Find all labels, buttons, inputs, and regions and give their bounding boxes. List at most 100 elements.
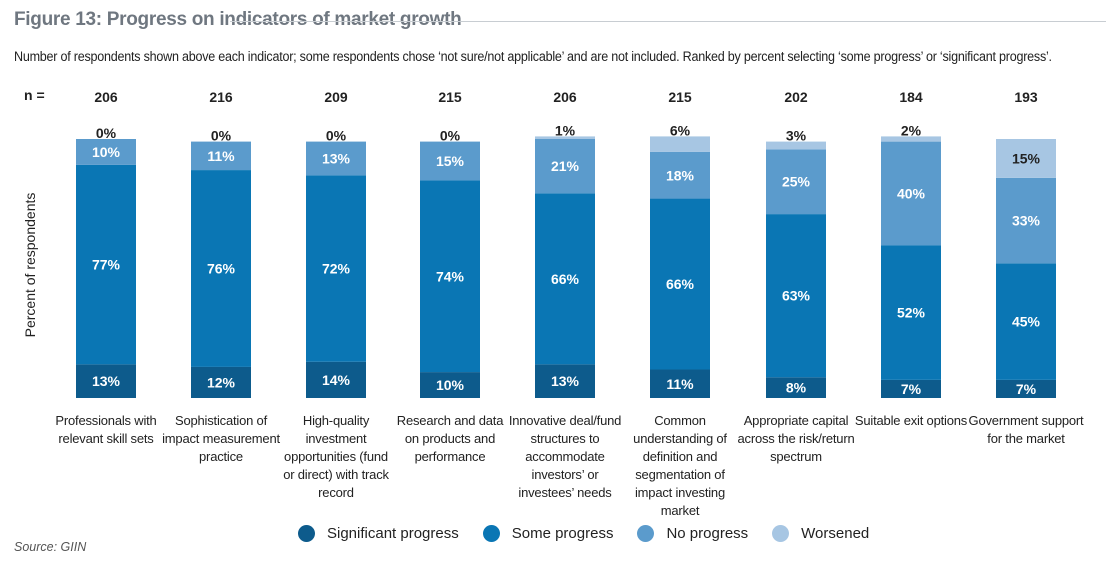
label-no-progress-6: 18% [666,167,695,183]
label-some-progress-3: 72% [322,261,351,277]
bar-some-progress-3 [306,175,366,362]
respondent-count-2: 216 [209,89,233,105]
label-no-progress-8: 40% [897,185,926,201]
bar-no-progress-8 [881,141,941,246]
respondents-count-label: n = [24,87,45,103]
label-no-progress-5: 21% [551,158,580,174]
respondent-count-9: 193 [1014,89,1038,105]
bar-some-progress-4 [420,180,480,373]
category-label-7: Appropriate capital across the risk/retu… [737,413,855,464]
bar-no-progress-3 [306,141,366,176]
label-worsened-8: 2% [901,122,922,138]
bar-significant-progress-3 [306,361,366,398]
legend-item-no-progress: No progress [637,524,749,542]
bar-no-progress-5 [535,139,595,194]
category-label-5: Innovative deal/fund structures to accom… [508,413,622,500]
label-significant-progress-2: 12% [207,374,236,390]
category-label-9: Government support for the market [968,413,1084,446]
label-no-progress-9: 33% [1012,213,1041,229]
legend-label-worsened: Worsened [801,524,870,542]
category-label-1: Professionals with relevant skill sets [55,413,157,446]
label-no-progress-7: 25% [782,174,811,190]
chart-subtitle: Number of respondents shown above each i… [14,49,1052,64]
label-worsened-7: 3% [786,128,807,144]
bar-significant-progress-2 [191,366,251,398]
legend-swatch-worsened [772,524,790,542]
label-some-progress-2: 76% [207,261,236,277]
bar-significant-progress-9 [996,379,1056,398]
bar-some-progress-7 [766,214,826,378]
bar-significant-progress-1 [76,364,136,398]
label-significant-progress-3: 14% [322,372,351,388]
respondent-count-6: 215 [668,89,692,105]
label-some-progress-9: 45% [1012,314,1041,330]
bar-significant-progress-5 [535,364,595,398]
category-label-6: Common understanding of definition and s… [633,413,727,518]
label-some-progress-4: 74% [436,268,465,284]
bar-some-progress-6 [650,198,710,370]
label-significant-progress-5: 13% [551,373,580,389]
bar-worsened-7 [766,141,826,150]
label-worsened-1: 0% [96,125,117,141]
category-label-2: Sophistication of impact measurement pra… [162,413,280,464]
legend-swatch-no-progress [637,524,655,542]
respondent-count-7: 202 [784,89,808,105]
bar-no-progress-7 [766,149,826,215]
bar-some-progress-1 [76,164,136,365]
label-significant-progress-7: 8% [786,380,807,396]
source-note: Source: GIIN [14,540,87,554]
bar-no-progress-9 [996,177,1056,264]
bar-no-progress-2 [191,141,251,171]
title-divider [230,21,1106,22]
label-worsened-3: 0% [326,128,347,144]
label-some-progress-5: 66% [551,271,580,287]
bar-significant-progress-7 [766,377,826,398]
legend-label-significant-progress: Significant progress [327,524,459,542]
label-no-progress-2: 11% [207,148,235,164]
label-no-progress-3: 13% [322,150,351,166]
bar-worsened-6 [650,136,710,152]
stacked-bar-chart: 206 13% 77% 10% 0% 216 12% 76% 11% 0% 209 14% 72% 13%… [76,89,1056,398]
bar-some-progress-9 [996,263,1056,380]
category-label-4: Research and data on products and perfor… [396,413,504,464]
label-significant-progress-6: 11% [666,376,694,392]
respondent-count-1: 206 [94,89,118,105]
label-no-progress-4: 15% [436,153,465,169]
label-worsened-6: 6% [670,122,691,138]
category-label-8: Suitable exit options [854,413,968,428]
bar-some-progress-8 [881,245,941,380]
label-no-progress-1: 10% [92,144,121,160]
bar-significant-progress-8 [881,379,941,398]
chart-title: Figure 13: Progress on indicators of mar… [14,9,462,30]
respondent-count-8: 184 [899,89,923,105]
label-worsened-5: 1% [555,122,576,138]
label-significant-progress-1: 13% [92,373,121,389]
bar-no-progress-4 [420,141,480,181]
label-worsened-9: 15% [1012,150,1041,166]
legend-item-significant-progress: Significant progress [298,524,459,542]
bar-some-progress-2 [191,170,251,367]
bar-worsened-5 [535,136,595,139]
bar-no-progress-1 [76,139,136,165]
respondent-count-3: 209 [324,89,348,105]
respondent-count-5: 206 [553,89,577,105]
label-some-progress-7: 63% [782,288,811,304]
chart-legend: Significant progress Some progress No prog… [298,522,893,544]
legend-label-no-progress: No progress [666,524,749,542]
category-label-3: High-quality investment opportunities (f… [283,413,389,500]
label-worsened-4: 0% [440,128,461,144]
respondent-count-4: 215 [438,89,462,105]
bar-some-progress-5 [535,193,595,365]
bar-worsened-9 [996,139,1056,178]
legend-label-some-progress: Some progress [511,524,614,542]
legend-swatch-some-progress [482,524,500,542]
label-significant-progress-9: 7% [1016,381,1037,397]
label-some-progress-1: 77% [92,257,121,273]
bar-worsened-8 [881,136,941,142]
legend-swatch-significant-progress [298,524,315,542]
label-some-progress-6: 66% [666,276,695,292]
label-some-progress-8: 52% [897,305,926,321]
label-significant-progress-8: 7% [901,381,922,397]
legend-item-some-progress: Some progress [482,524,614,542]
bar-significant-progress-4 [420,372,480,398]
